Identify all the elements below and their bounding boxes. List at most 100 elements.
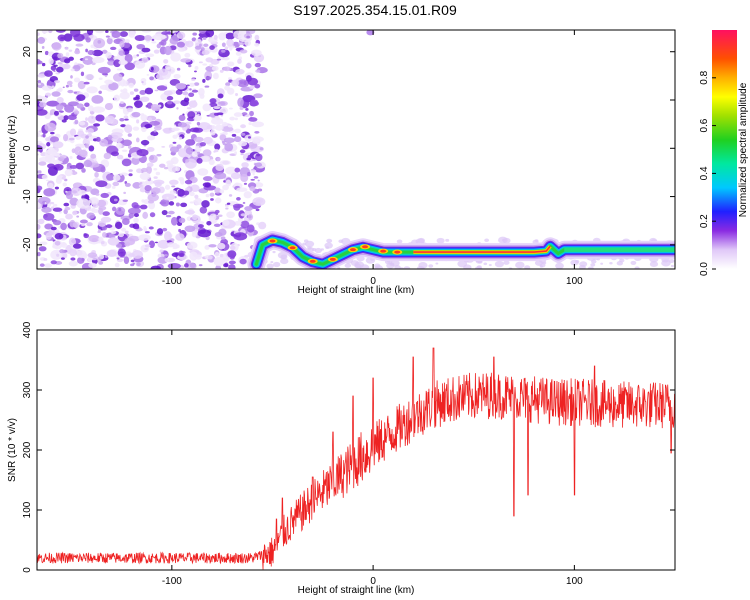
- colorbar-tick-label: 0.2: [699, 214, 710, 228]
- noise-blob: [194, 66, 199, 70]
- spectrogram-y-tick-label: -10: [22, 189, 33, 204]
- snr-x-tick-label: -100: [162, 576, 182, 587]
- noise-blob: [145, 104, 148, 108]
- noise-blob: [247, 136, 252, 139]
- noise-blob: [87, 50, 95, 56]
- noise-blob: [72, 243, 82, 249]
- noise-blob: [140, 114, 148, 121]
- noise-blob: [483, 262, 488, 266]
- noise-blob: [138, 184, 144, 188]
- noise-blob: [240, 173, 249, 183]
- noise-blob: [590, 263, 596, 267]
- noise-blob: [106, 173, 115, 181]
- noise-blob: [136, 168, 143, 174]
- noise-blob: [90, 44, 95, 49]
- noise-blob: [133, 54, 137, 59]
- noise-blob: [168, 201, 175, 206]
- noise-blob: [208, 244, 217, 248]
- noise-blob: [91, 106, 106, 113]
- noise-blob: [205, 193, 210, 198]
- noise-blob: [173, 73, 181, 79]
- noise-blob: [47, 30, 53, 34]
- noise-blob: [101, 49, 108, 54]
- noise-blob: [68, 260, 78, 267]
- noise-blob: [208, 159, 215, 166]
- noise-blob: [249, 110, 254, 117]
- noise-blob: [52, 207, 63, 212]
- noise-blob: [191, 89, 199, 93]
- noise-blob: [45, 232, 53, 240]
- noise-blob: [234, 182, 239, 187]
- noise-blob: [161, 209, 168, 216]
- noise-blob: [244, 206, 253, 211]
- noise-blob: [54, 233, 64, 240]
- noise-blob: [55, 177, 62, 184]
- noise-blob: [104, 255, 108, 259]
- noise-blob: [227, 87, 235, 95]
- noise-blob: [203, 43, 209, 47]
- noise-blob: [184, 52, 191, 58]
- noise-blob: [194, 194, 199, 199]
- noise-blob: [38, 246, 47, 252]
- noise-blob: [250, 99, 259, 106]
- noise-blob: [222, 219, 230, 226]
- noise-blob: [212, 214, 217, 220]
- noise-blob: [151, 106, 161, 112]
- noise-blob: [107, 237, 120, 246]
- noise-blob: [118, 232, 125, 238]
- colorbar-tick-label: 0.0: [699, 262, 710, 276]
- noise-blob: [256, 167, 259, 171]
- noise-blob: [44, 70, 53, 77]
- noise-blob: [111, 185, 116, 189]
- noise-blob: [344, 263, 352, 268]
- noise-blob: [141, 199, 145, 203]
- noise-blob: [192, 32, 197, 36]
- snr-series-line: [37, 347, 675, 570]
- noise-blob: [147, 193, 159, 202]
- noise-blob: [37, 132, 41, 138]
- noise-blob: [66, 189, 70, 192]
- noise-blob: [170, 52, 182, 62]
- noise-blob: [189, 88, 192, 91]
- noise-blob: [314, 247, 322, 254]
- noise-blob: [494, 260, 504, 268]
- noise-blob: [41, 30, 49, 34]
- noise-blob: [253, 176, 259, 179]
- noise-blob: [229, 47, 233, 51]
- noise-blob: [85, 37, 91, 43]
- noise-blob: [249, 85, 255, 90]
- noise-blob: [600, 262, 604, 265]
- noise-blob: [50, 260, 57, 265]
- noise-blob: [186, 241, 198, 250]
- noise-blob: [198, 88, 205, 97]
- snr-x-tick-label: 100: [566, 576, 583, 587]
- noise-blob: [107, 134, 113, 140]
- noise-blob: [224, 204, 229, 208]
- noise-blob: [524, 265, 531, 269]
- noise-blob: [231, 133, 237, 137]
- noise-blob: [256, 153, 261, 157]
- signal-hotspot-core: [289, 246, 296, 250]
- noise-blob: [166, 196, 169, 199]
- noise-blob: [193, 70, 197, 73]
- noise-blob: [37, 170, 42, 174]
- noise-blob: [148, 154, 158, 163]
- noise-blob: [67, 89, 74, 94]
- noise-blob: [144, 179, 154, 185]
- noise-blob: [86, 222, 93, 227]
- noise-blob: [217, 93, 224, 99]
- noise-blob: [247, 171, 251, 177]
- noise-blob: [161, 193, 176, 201]
- noise-blob: [587, 266, 594, 269]
- noise-blob: [214, 197, 222, 204]
- noise-blob: [630, 260, 637, 265]
- noise-blob: [68, 137, 75, 141]
- noise-blob: [91, 62, 96, 66]
- noise-blob: [234, 136, 242, 143]
- noise-blob: [233, 183, 236, 187]
- noise-blob: [163, 90, 173, 96]
- noise-blob: [534, 239, 539, 243]
- noise-blob: [124, 124, 133, 134]
- noise-blob: [81, 167, 86, 173]
